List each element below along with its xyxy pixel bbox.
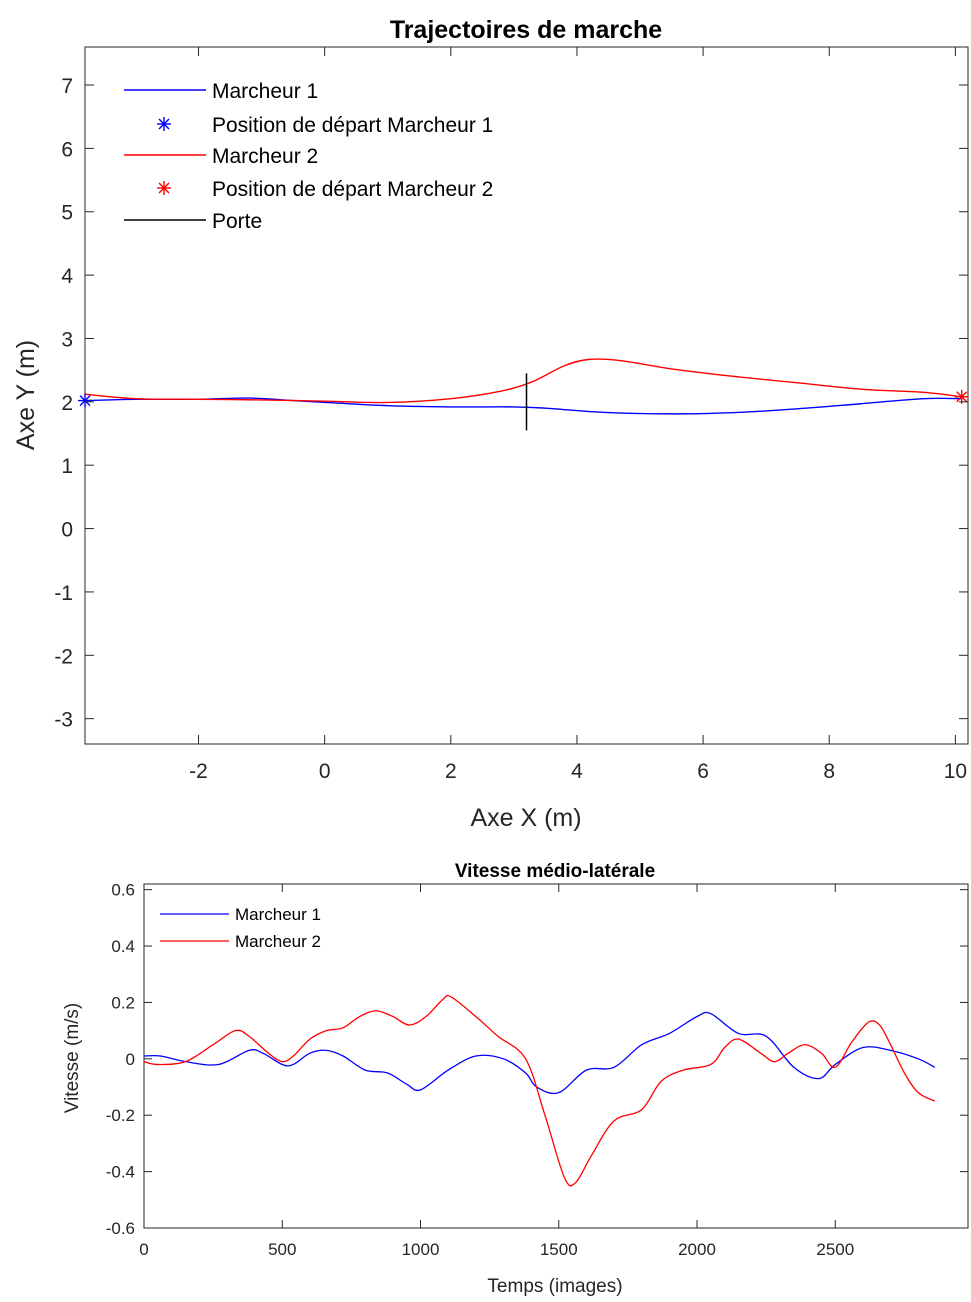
legend-label-start-1: Position de départ Marcheur 1: [212, 114, 493, 137]
y-tick-label: 0.6: [111, 881, 135, 900]
legend-label-marcheur-1: Marcheur 1: [212, 80, 318, 103]
x-tick-label: 8: [823, 760, 835, 783]
y-axis-label: Vitesse (m/s): [62, 1003, 83, 1114]
y-tick-label: 4: [61, 265, 73, 288]
y-tick-label: -0.2: [106, 1106, 135, 1125]
x-tick-label: 6: [697, 760, 709, 783]
x-tick-label: 2000: [678, 1240, 716, 1259]
plot-area: [143, 883, 969, 1229]
plot-marks: [78, 358, 969, 431]
y-tick-label: 5: [61, 202, 73, 225]
y-tick-label: 0.2: [111, 993, 135, 1012]
x-tick-label: 0: [319, 760, 331, 783]
x-tick-label: 500: [268, 1240, 296, 1259]
x-axis-label: Temps (images): [487, 1276, 622, 1297]
y-tick-label: 2: [61, 392, 73, 415]
y-tick-label: 1: [61, 455, 73, 478]
velocity-chart: Vitesse médio-latérale 0 500 1000 1500 2000 2…: [62, 861, 969, 1297]
trajectory-chart: Trajectoires de marche -2 0 2 4 6 8 10 -3 -2 -1 0 1…: [12, 16, 969, 832]
y-tick-label: 3: [61, 328, 73, 351]
series-line-1: [84, 397, 962, 415]
y-tick-label: -0.4: [106, 1163, 135, 1182]
y-tick-label: 0: [126, 1050, 135, 1069]
chart-title: Vitesse médio-latérale: [455, 861, 655, 882]
y-tick-label: -0.6: [106, 1219, 135, 1238]
y-tick-label: -1: [54, 582, 73, 605]
x-tick-label: 1000: [402, 1240, 440, 1259]
y-tick-label: 6: [61, 138, 73, 161]
legend-label-marcheur-2: Marcheur 2: [235, 932, 321, 951]
chart-title: Trajectoires de marche: [390, 16, 662, 44]
x-tick-label: 0: [139, 1240, 148, 1259]
axis-ticks: 0 500 1000 1500 2000 2500 -0.6 -0.4 -0.2 0 0.2 0.4 0…: [106, 881, 968, 1259]
x-axis-label: Axe X (m): [470, 804, 581, 832]
y-tick-label: 7: [61, 75, 73, 98]
series-line-2: [84, 358, 962, 404]
start-marker-1: [78, 393, 92, 408]
x-tick-label: 1500: [540, 1240, 578, 1259]
axis-ticks: -2 0 2 4 6 8 10 -3 -2 -1 0 1 2 3 4 5 6 7: [54, 47, 968, 783]
legend: Marcheur 1 Marcheur 2: [160, 905, 321, 951]
legend-marker-start-1: [157, 117, 171, 131]
x-tick-label: 10: [944, 760, 967, 783]
legend: Marcheur 1 Position de départ Marcheur 1…: [124, 80, 493, 233]
y-tick-label: -2: [54, 645, 73, 668]
legend-label-start-2: Position de départ Marcheur 2: [212, 178, 493, 201]
y-axis-label: Axe Y (m): [12, 340, 40, 450]
plot-marks: [143, 994, 936, 1187]
y-tick-label: -3: [54, 709, 73, 732]
legend-label-marcheur-1: Marcheur 1: [235, 905, 321, 924]
x-tick-label: 2500: [816, 1240, 854, 1259]
x-tick-label: 4: [571, 760, 583, 783]
series-line-1: [143, 1011, 936, 1095]
y-tick-label: 0.4: [111, 937, 135, 956]
legend-label-marcheur-2: Marcheur 2: [212, 145, 318, 168]
series-line-2: [143, 994, 936, 1187]
x-tick-label: 2: [445, 760, 457, 783]
x-tick-label: -2: [189, 760, 208, 783]
y-tick-label: 0: [61, 519, 73, 542]
legend-label-porte: Porte: [212, 210, 262, 233]
legend-marker-start-2: [157, 181, 171, 195]
